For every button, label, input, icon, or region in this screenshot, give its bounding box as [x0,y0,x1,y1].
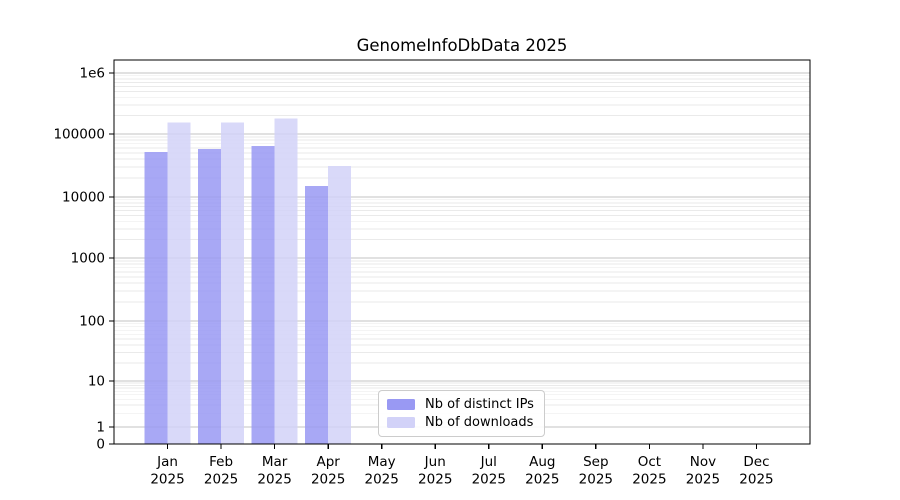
y-tick-label-100000: 100000 [53,127,105,143]
x-tick-label-feb: Feb 2025 [204,454,238,488]
legend: Nb of distinct IPs Nb of downloads [378,390,545,437]
bar-nb-of-distinct-ips-jan [144,151,168,444]
x-tick-label-aug: Aug 2025 [525,454,559,488]
y-tick-label-1000: 1000 [71,251,105,267]
axes: 01 10 100 1000 10000 100000 1e6 Jan 2025 Feb 2025 M… [53,59,811,488]
y-tick-label-1e6: 1e6 [80,66,105,82]
y-tick-label-10: 10 [88,374,105,390]
bar-nb-of-downloads-jan [167,122,191,444]
legend-swatch-distinct-ips-icon [387,399,415,411]
x-tick-label-apr: Apr 2025 [311,454,345,488]
x-tick-label-sep: Sep 2025 [579,454,613,488]
legend-swatch-downloads-icon [387,416,415,428]
x-tick-label-may: May 2025 [365,454,399,488]
chart-title: GenomeInfoDbData 2025 [356,36,568,55]
x-tick-label-jul: Jul 2025 [472,454,506,488]
bar-nb-of-downloads-apr [328,166,352,444]
y-tick-label-0: 0 [96,437,105,453]
x-tick-label-oct: Oct 2025 [632,454,666,488]
bar-nb-of-distinct-ips-mar [251,146,275,444]
bars [144,118,352,444]
y-tick-label-10000: 10000 [62,190,105,206]
bar-nb-of-downloads-mar [274,118,298,444]
y-tick-label-1: 1 [96,420,105,436]
plot-frame [113,59,811,445]
x-tick-label-jan: Jan 2025 [150,454,184,488]
bar-nb-of-downloads-feb [221,122,245,444]
bar-nb-of-distinct-ips-feb [198,148,222,444]
legend-label-downloads: Nb of downloads [425,414,534,430]
y-tick-label-100: 100 [79,314,105,330]
x-tick-label-mar: Mar 2025 [257,454,291,488]
legend-item-downloads: Nb of downloads [387,416,536,429]
x-tick-label-dec: Dec 2025 [739,454,773,488]
x-tick-label-jun: Jun 2025 [418,454,452,488]
x-tick-label-nov: Nov 2025 [686,454,720,488]
bar-nb-of-distinct-ips-apr [305,185,329,444]
legend-label-distinct-ips: Nb of distinct IPs [425,397,534,413]
legend-item-distinct-ips: Nb of distinct IPs [387,398,536,411]
